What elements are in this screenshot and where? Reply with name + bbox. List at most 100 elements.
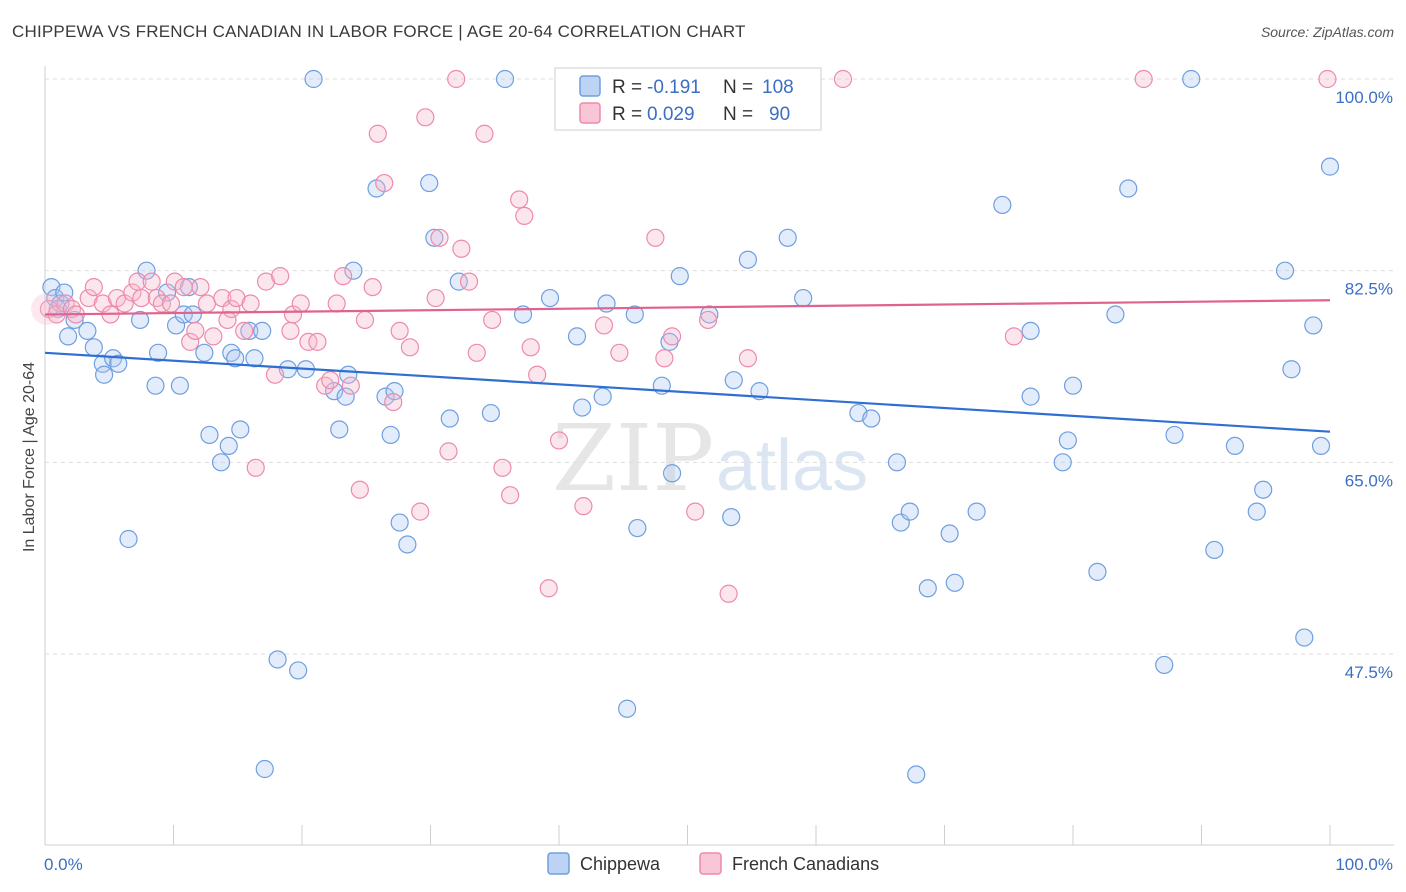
- point-chippewa-101: [1247, 502, 1266, 521]
- point-french-canadians-6: [84, 277, 103, 297]
- point-french-canadians-78: [686, 502, 705, 521]
- point-french-canadians-73: [594, 316, 614, 335]
- point-french-canadians-29: [235, 321, 254, 341]
- point-french-canadians-19: [174, 277, 193, 297]
- point-french-canadians-46: [355, 310, 375, 330]
- point-french-canadians-5: [79, 288, 98, 308]
- point-french-canadians-80: [719, 584, 738, 603]
- point-chippewa-23: [183, 305, 202, 324]
- point-chippewa-90: [1053, 453, 1072, 472]
- point-chippewa-85: [945, 573, 964, 592]
- point-french-canadians-23: [197, 294, 217, 313]
- point-french-canadians-37: [291, 294, 310, 313]
- y-tick-label-1: 82.5%: [1345, 280, 1393, 299]
- point-chippewa-92: [1063, 376, 1083, 395]
- y-tick-label-2: 65.0%: [1345, 471, 1393, 490]
- series-legend-label-chippewa: Chippewa: [580, 854, 661, 874]
- axes: [44, 66, 1394, 846]
- point-french-canadians-66: [510, 190, 529, 209]
- point-chippewa-72: [724, 371, 743, 390]
- point-chippewa-35: [268, 650, 287, 669]
- y-tick-label-0: 100.0%: [1335, 88, 1393, 107]
- point-chippewa-88: [1021, 321, 1040, 341]
- point-french-canadians-58: [447, 69, 466, 89]
- point-french-canadians-61: [467, 343, 486, 362]
- point-french-canadians-31: [246, 458, 265, 477]
- point-chippewa-31: [240, 321, 259, 341]
- point-french-canadians-30: [241, 294, 260, 313]
- point-chippewa-59: [567, 327, 587, 346]
- point-chippewa-17: [148, 343, 168, 362]
- point-french-canadians-48: [368, 124, 387, 143]
- point-french-canadians-84: [1004, 327, 1023, 346]
- point-chippewa-71: [722, 507, 741, 527]
- legend-r-value-2: 0.029: [647, 104, 695, 125]
- point-chippewa-34: [255, 759, 274, 779]
- point-french-canadians-56: [430, 228, 449, 247]
- point-french-canadians-70: [539, 579, 558, 598]
- point-french-canadians-18: [165, 272, 184, 291]
- point-french-canadians-34: [271, 267, 290, 286]
- point-chippewa-64: [625, 305, 644, 324]
- series-legend: Chippewa French Canadians: [547, 852, 879, 875]
- point-chippewa-103: [1275, 261, 1295, 280]
- point-chippewa-95: [1119, 179, 1138, 198]
- point-chippewa-98: [1182, 69, 1201, 89]
- point-french-canadians-28: [227, 288, 246, 308]
- legend-n-label-1: N =: [723, 77, 753, 98]
- legend-n-label-2: N =: [723, 104, 753, 125]
- point-chippewa-108: [1320, 157, 1340, 176]
- point-french-canadians-86: [1318, 69, 1337, 89]
- point-chippewa-105: [1295, 628, 1314, 647]
- point-french-canadians-79: [698, 310, 718, 330]
- point-chippewa-32: [245, 349, 264, 368]
- point-chippewa-65: [628, 518, 647, 538]
- point-chippewa-33: [253, 321, 272, 341]
- point-french-canadians-71: [549, 431, 569, 450]
- point-french-canadians-32: [256, 272, 276, 291]
- point-french-canadians-72: [574, 497, 593, 516]
- point-chippewa-91: [1058, 431, 1077, 450]
- point-french-canadians-60: [459, 272, 479, 291]
- point-french-canadians-57: [439, 442, 458, 461]
- point-chippewa-28: [226, 349, 245, 368]
- point-chippewa-82: [907, 765, 926, 784]
- watermark-zip: ZIP: [552, 405, 714, 512]
- point-chippewa-56: [495, 69, 515, 89]
- point-french-canadians-15: [147, 288, 166, 308]
- point-chippewa-107: [1311, 436, 1331, 456]
- watermark: ZIP atlas: [552, 405, 868, 512]
- point-french-canadians-69: [528, 365, 547, 384]
- point-french-canadians-59: [452, 239, 471, 258]
- y-axis-label: In Labor Force | Age 20-64: [21, 362, 38, 552]
- point-chippewa-12: [109, 354, 128, 373]
- point-chippewa-93: [1088, 562, 1107, 581]
- point-chippewa-7: [78, 321, 97, 341]
- point-chippewa-5: [59, 327, 78, 346]
- point-chippewa-97: [1165, 425, 1184, 445]
- point-french-canadians-49: [375, 173, 394, 193]
- point-chippewa-54: [449, 272, 468, 291]
- point-chippewa-100: [1225, 436, 1245, 456]
- point-french-canadians-35: [281, 321, 300, 341]
- point-french-canadians-64: [493, 458, 512, 477]
- point-french-canadians-11: [123, 283, 142, 302]
- point-chippewa-69: [670, 267, 689, 286]
- point-french-canadians-63: [483, 310, 502, 330]
- point-french-canadians-75: [646, 228, 665, 247]
- point-chippewa-53: [440, 409, 459, 428]
- point-chippewa-42: [336, 387, 355, 406]
- legend-swatch-chippewa: [579, 75, 601, 97]
- point-french-canadians-42: [327, 294, 346, 313]
- point-french-canadians-45: [350, 480, 369, 499]
- point-chippewa-89: [1021, 387, 1040, 406]
- point-french-canadians-51: [390, 321, 409, 341]
- point-chippewa-79: [887, 453, 907, 472]
- point-french-canadians-85: [1134, 69, 1153, 89]
- point-french-canadians-33: [265, 365, 285, 384]
- point-cluster-halo: [31, 293, 63, 325]
- point-chippewa-83: [918, 579, 937, 598]
- trend-line-french-canadians: [44, 299, 1331, 316]
- point-chippewa-73: [738, 250, 757, 269]
